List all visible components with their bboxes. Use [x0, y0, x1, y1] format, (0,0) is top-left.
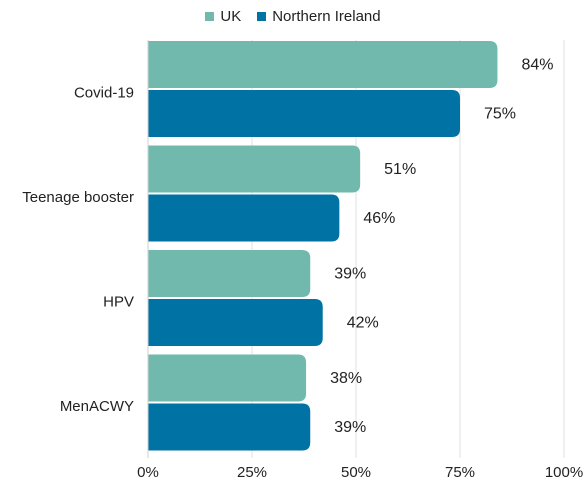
x-tick-label-75: 75%	[445, 464, 475, 481]
category-label-covid-19: Covid-19	[74, 84, 134, 101]
category-label-menacwy: MenACWY	[60, 398, 134, 415]
data-label-teenage-booster-northern-ireland: 46%	[363, 210, 395, 227]
bar-hpv-uk	[148, 250, 311, 297]
bar-menacwy-northern-ireland	[148, 403, 311, 451]
bar-teenage-booster-northern-ireland	[148, 194, 340, 242]
bar-covid-19-uk	[148, 41, 498, 88]
x-tick-label-25: 25%	[237, 464, 267, 481]
x-tick-label-100: 100%	[545, 464, 583, 481]
bar-covid-19-northern-ireland	[148, 90, 460, 137]
bar-hpv-northern-ireland	[148, 299, 323, 346]
category-label-hpv: HPV	[103, 293, 134, 310]
bar-teenage-booster-uk	[148, 145, 361, 193]
data-label-hpv-northern-ireland: 42%	[347, 315, 379, 332]
x-tick-label-0: 0%	[137, 464, 159, 481]
data-label-teenage-booster-uk: 51%	[384, 161, 416, 178]
legend-label-uk: UK	[220, 8, 242, 25]
data-label-hpv-uk: 39%	[334, 266, 366, 283]
data-label-menacwy-northern-ireland: 39%	[334, 419, 366, 436]
data-label-covid-19-uk: 84%	[521, 57, 553, 74]
data-label-covid-19-northern-ireland: 75%	[484, 106, 516, 123]
x-tick-label-50: 50%	[341, 464, 371, 481]
bar-menacwy-uk	[148, 354, 307, 402]
legend-label-northern-ireland: Northern Ireland	[272, 8, 381, 25]
data-label-menacwy-uk: 38%	[330, 370, 362, 387]
category-label-teenage-booster: Teenage booster	[22, 189, 134, 206]
legend: UK Northern Ireland	[0, 8, 586, 25]
legend-item-northern-ireland: Northern Ireland	[257, 8, 381, 25]
legend-swatch-uk	[205, 12, 215, 21]
legend-swatch-northern-ireland	[257, 12, 267, 21]
legend-item-uk: UK	[205, 8, 241, 25]
